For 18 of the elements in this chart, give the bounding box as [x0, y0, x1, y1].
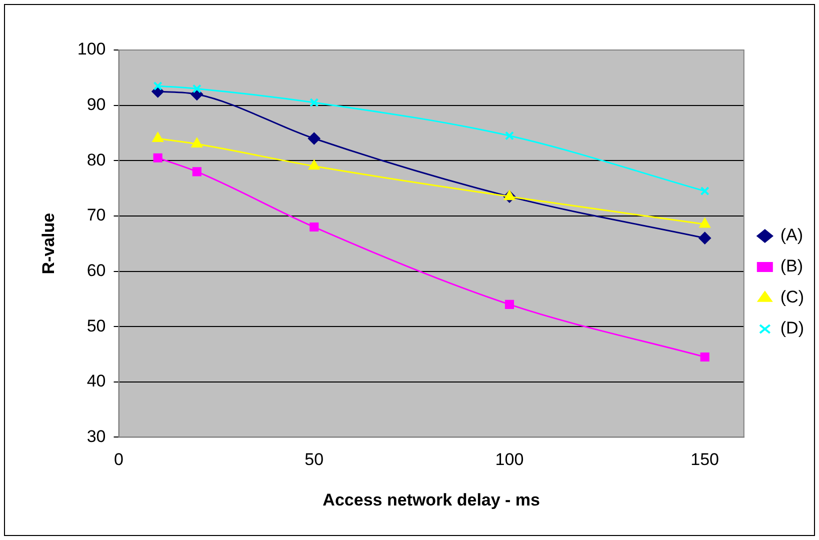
y-tick-label: 60 — [86, 260, 106, 280]
y-axis-title: R-value — [38, 212, 58, 274]
x-tick-label: 100 — [495, 450, 524, 470]
legend-label: (A) — [780, 226, 804, 245]
x-tick-label: 0 — [114, 450, 124, 470]
x-tick-label: 50 — [304, 450, 324, 470]
y-tick-label: 40 — [86, 372, 106, 391]
y-tick-label: 50 — [86, 316, 106, 336]
y-tick-label: 70 — [86, 206, 106, 225]
x-axis-title: Access network delay - ms — [322, 490, 540, 510]
legend-label: (D) — [780, 318, 804, 338]
legend-label: (C) — [780, 288, 804, 307]
y-tick-label: 80 — [86, 150, 106, 170]
x-tick-label: 150 — [690, 450, 720, 470]
y-tick-label: 90 — [86, 95, 106, 114]
y-tick-label: 30 — [86, 426, 106, 446]
legend-label: (B) — [780, 256, 804, 276]
y-tick-label: 100 — [77, 40, 106, 59]
